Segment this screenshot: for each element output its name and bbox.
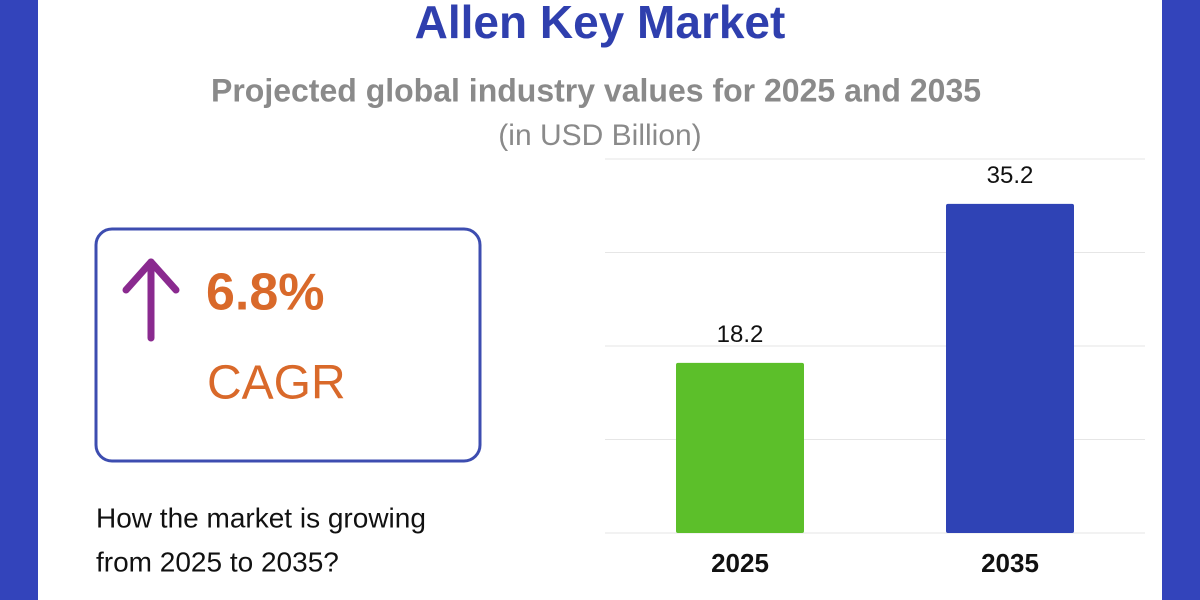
- unit-note: (in USD Billion): [498, 119, 701, 152]
- bar-chart: 18.2 2025 35.2 2035: [605, 158, 1145, 578]
- value-label: 18.2: [717, 321, 764, 348]
- question-line: from 2025 to 2035?: [96, 546, 339, 577]
- up-arrow: [122, 258, 180, 342]
- cagr-value: 6.8%: [206, 264, 325, 322]
- value-label: 35.2: [987, 162, 1034, 189]
- question-line: How the market is growing: [96, 502, 426, 533]
- title: Allen Key Market: [415, 0, 786, 48]
- cagr-box: [94, 227, 482, 463]
- bar: [676, 362, 804, 533]
- subtitle: Projected global industry values for 202…: [211, 72, 981, 108]
- bar: [946, 203, 1074, 533]
- x-tick-label: 2025: [711, 548, 769, 578]
- cagr-label: CAGR: [207, 357, 346, 410]
- x-tick-label: 2035: [981, 548, 1039, 578]
